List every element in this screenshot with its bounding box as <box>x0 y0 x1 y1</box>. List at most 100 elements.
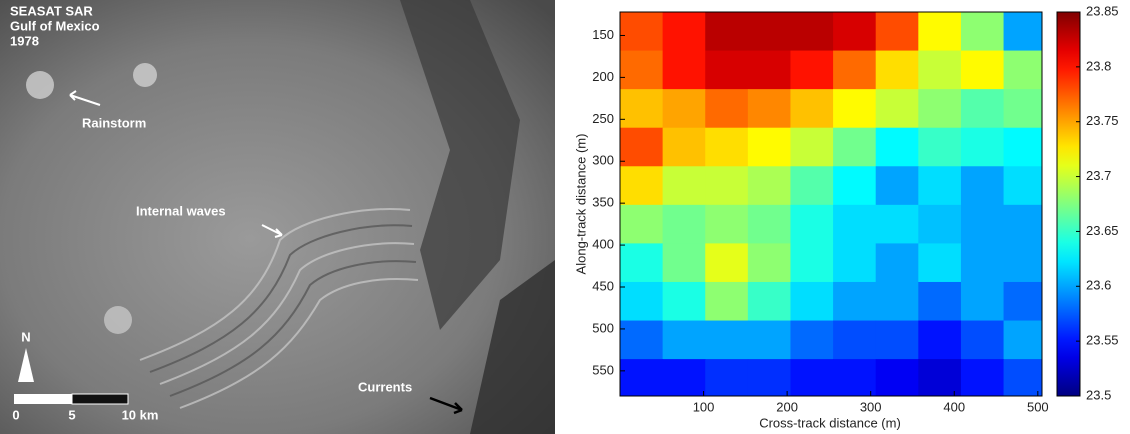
heatmap-cell <box>747 204 791 244</box>
heatmap-cell <box>875 243 919 283</box>
y-tick-label: 450 <box>592 278 614 293</box>
scale-label: 0 <box>12 407 19 422</box>
heatmap-cell <box>705 127 749 167</box>
heatmap-cell <box>747 359 791 397</box>
colorbar-tick-label: 23.8 <box>1086 58 1111 73</box>
x-tick-label: 100 <box>693 399 715 414</box>
heatmap-cell <box>875 320 919 360</box>
colorbar-tick-label: 23.5 <box>1086 387 1111 402</box>
heatmap-cell <box>1003 12 1043 52</box>
heatmap-cell <box>620 12 664 52</box>
heatmap-cell <box>1003 89 1043 129</box>
heatmap-cell <box>918 50 962 90</box>
heatmap-cell <box>747 89 791 129</box>
heatmap-cell <box>662 281 706 322</box>
colorbar-tick-label: 23.65 <box>1086 223 1119 238</box>
image-title: SEASAT SAR <box>10 3 93 18</box>
heatmap-cell <box>875 281 919 322</box>
heatmap-cell <box>620 320 664 360</box>
heatmap-cell <box>875 204 919 244</box>
colorbar-tick-label: 23.85 <box>1086 3 1119 18</box>
heatmap-cell <box>705 12 749 52</box>
heatmap-cell <box>747 166 791 206</box>
heatmap-cell <box>833 281 877 322</box>
y-tick-label: 400 <box>592 237 614 252</box>
heatmap-cell <box>918 204 962 244</box>
heatmap-cell <box>705 359 749 397</box>
heatmap-cell <box>790 50 834 90</box>
colorbar-tick-label: 23.6 <box>1086 278 1111 293</box>
heatmap-cell <box>1003 320 1043 360</box>
heatmap-cell <box>1003 281 1043 322</box>
heatmap-cell <box>620 243 664 283</box>
heatmap-cell <box>918 281 962 322</box>
colorbar-tick-label: 23.7 <box>1086 168 1111 183</box>
heatmap-cell <box>960 127 1005 167</box>
heatmap-cell <box>620 359 664 397</box>
heatmap-cell <box>662 359 706 397</box>
image-title: Gulf of Mexico <box>10 18 100 33</box>
heatmap-cell <box>875 166 919 206</box>
annotation: Internal waves <box>136 203 226 218</box>
heatmap-cell <box>620 89 664 129</box>
y-tick-label: 250 <box>592 111 614 126</box>
heatmap-cell <box>875 12 919 52</box>
heatmap-cell <box>960 281 1005 322</box>
heatmap-cell <box>705 204 749 244</box>
scale-bar <box>71 393 129 405</box>
heatmap-cell <box>1003 50 1043 90</box>
heatmap-cell <box>620 50 664 90</box>
heatmap-cell <box>620 127 664 167</box>
x-axis-title: Cross-track distance (m) <box>759 415 901 430</box>
heatmap-cell <box>790 12 834 52</box>
heatmap-cell <box>918 12 962 52</box>
heatmap-cell <box>960 204 1005 244</box>
heatmap-cell <box>662 89 706 129</box>
heatmap-cell <box>747 127 791 167</box>
heatmap-cell <box>662 204 706 244</box>
heatmap-cell <box>833 12 877 52</box>
y-tick-label: 350 <box>592 195 614 210</box>
heatmap-cell <box>662 12 706 52</box>
heatmap-cell <box>960 89 1005 129</box>
heatmap-cell <box>960 243 1005 283</box>
x-tick-label: 300 <box>860 399 882 414</box>
y-tick-label: 550 <box>592 362 614 377</box>
heatmap-cell <box>960 166 1005 206</box>
heatmap-cell <box>875 359 919 397</box>
sar-image-panel: SEASAT SAR Gulf of Mexico 1978 Rainstorm… <box>0 0 555 434</box>
x-tick-label: 200 <box>776 399 798 414</box>
heatmap-cell <box>662 127 706 167</box>
heatmap-cell <box>620 204 664 244</box>
arrow <box>69 90 101 106</box>
heatmap-cell <box>833 204 877 244</box>
y-tick-label: 200 <box>592 69 614 84</box>
heatmap-cell <box>790 127 834 167</box>
colorbar <box>1056 11 1081 397</box>
heatmap-cell <box>960 359 1005 397</box>
heatmap-cell <box>875 89 919 129</box>
annotation: Rainstorm <box>82 115 146 130</box>
y-axis-title: Along-track distance (m) <box>573 134 588 275</box>
heatmap-cell <box>1003 243 1043 283</box>
heatmap-cell <box>875 50 919 90</box>
scale-label: 10 km <box>122 407 159 422</box>
heatmap-cell <box>662 243 706 283</box>
rain-cell <box>133 63 157 87</box>
heatmap-cell <box>790 281 834 322</box>
heatmap-cell <box>960 320 1005 360</box>
y-tick-label: 150 <box>592 27 614 42</box>
heatmap-cell <box>705 320 749 360</box>
image-title: 1978 <box>10 33 39 48</box>
arrow <box>429 396 463 415</box>
x-tick-label: 400 <box>943 399 965 414</box>
heatmap-cell <box>705 50 749 90</box>
heatmap-cell <box>918 166 962 206</box>
heatmap-cell <box>662 166 706 206</box>
heatmap-cell <box>620 166 664 206</box>
heatmap-cell <box>960 12 1005 52</box>
rain-cell <box>104 306 132 334</box>
heatmap-cell <box>1003 359 1043 397</box>
heatmap-cell <box>833 243 877 283</box>
